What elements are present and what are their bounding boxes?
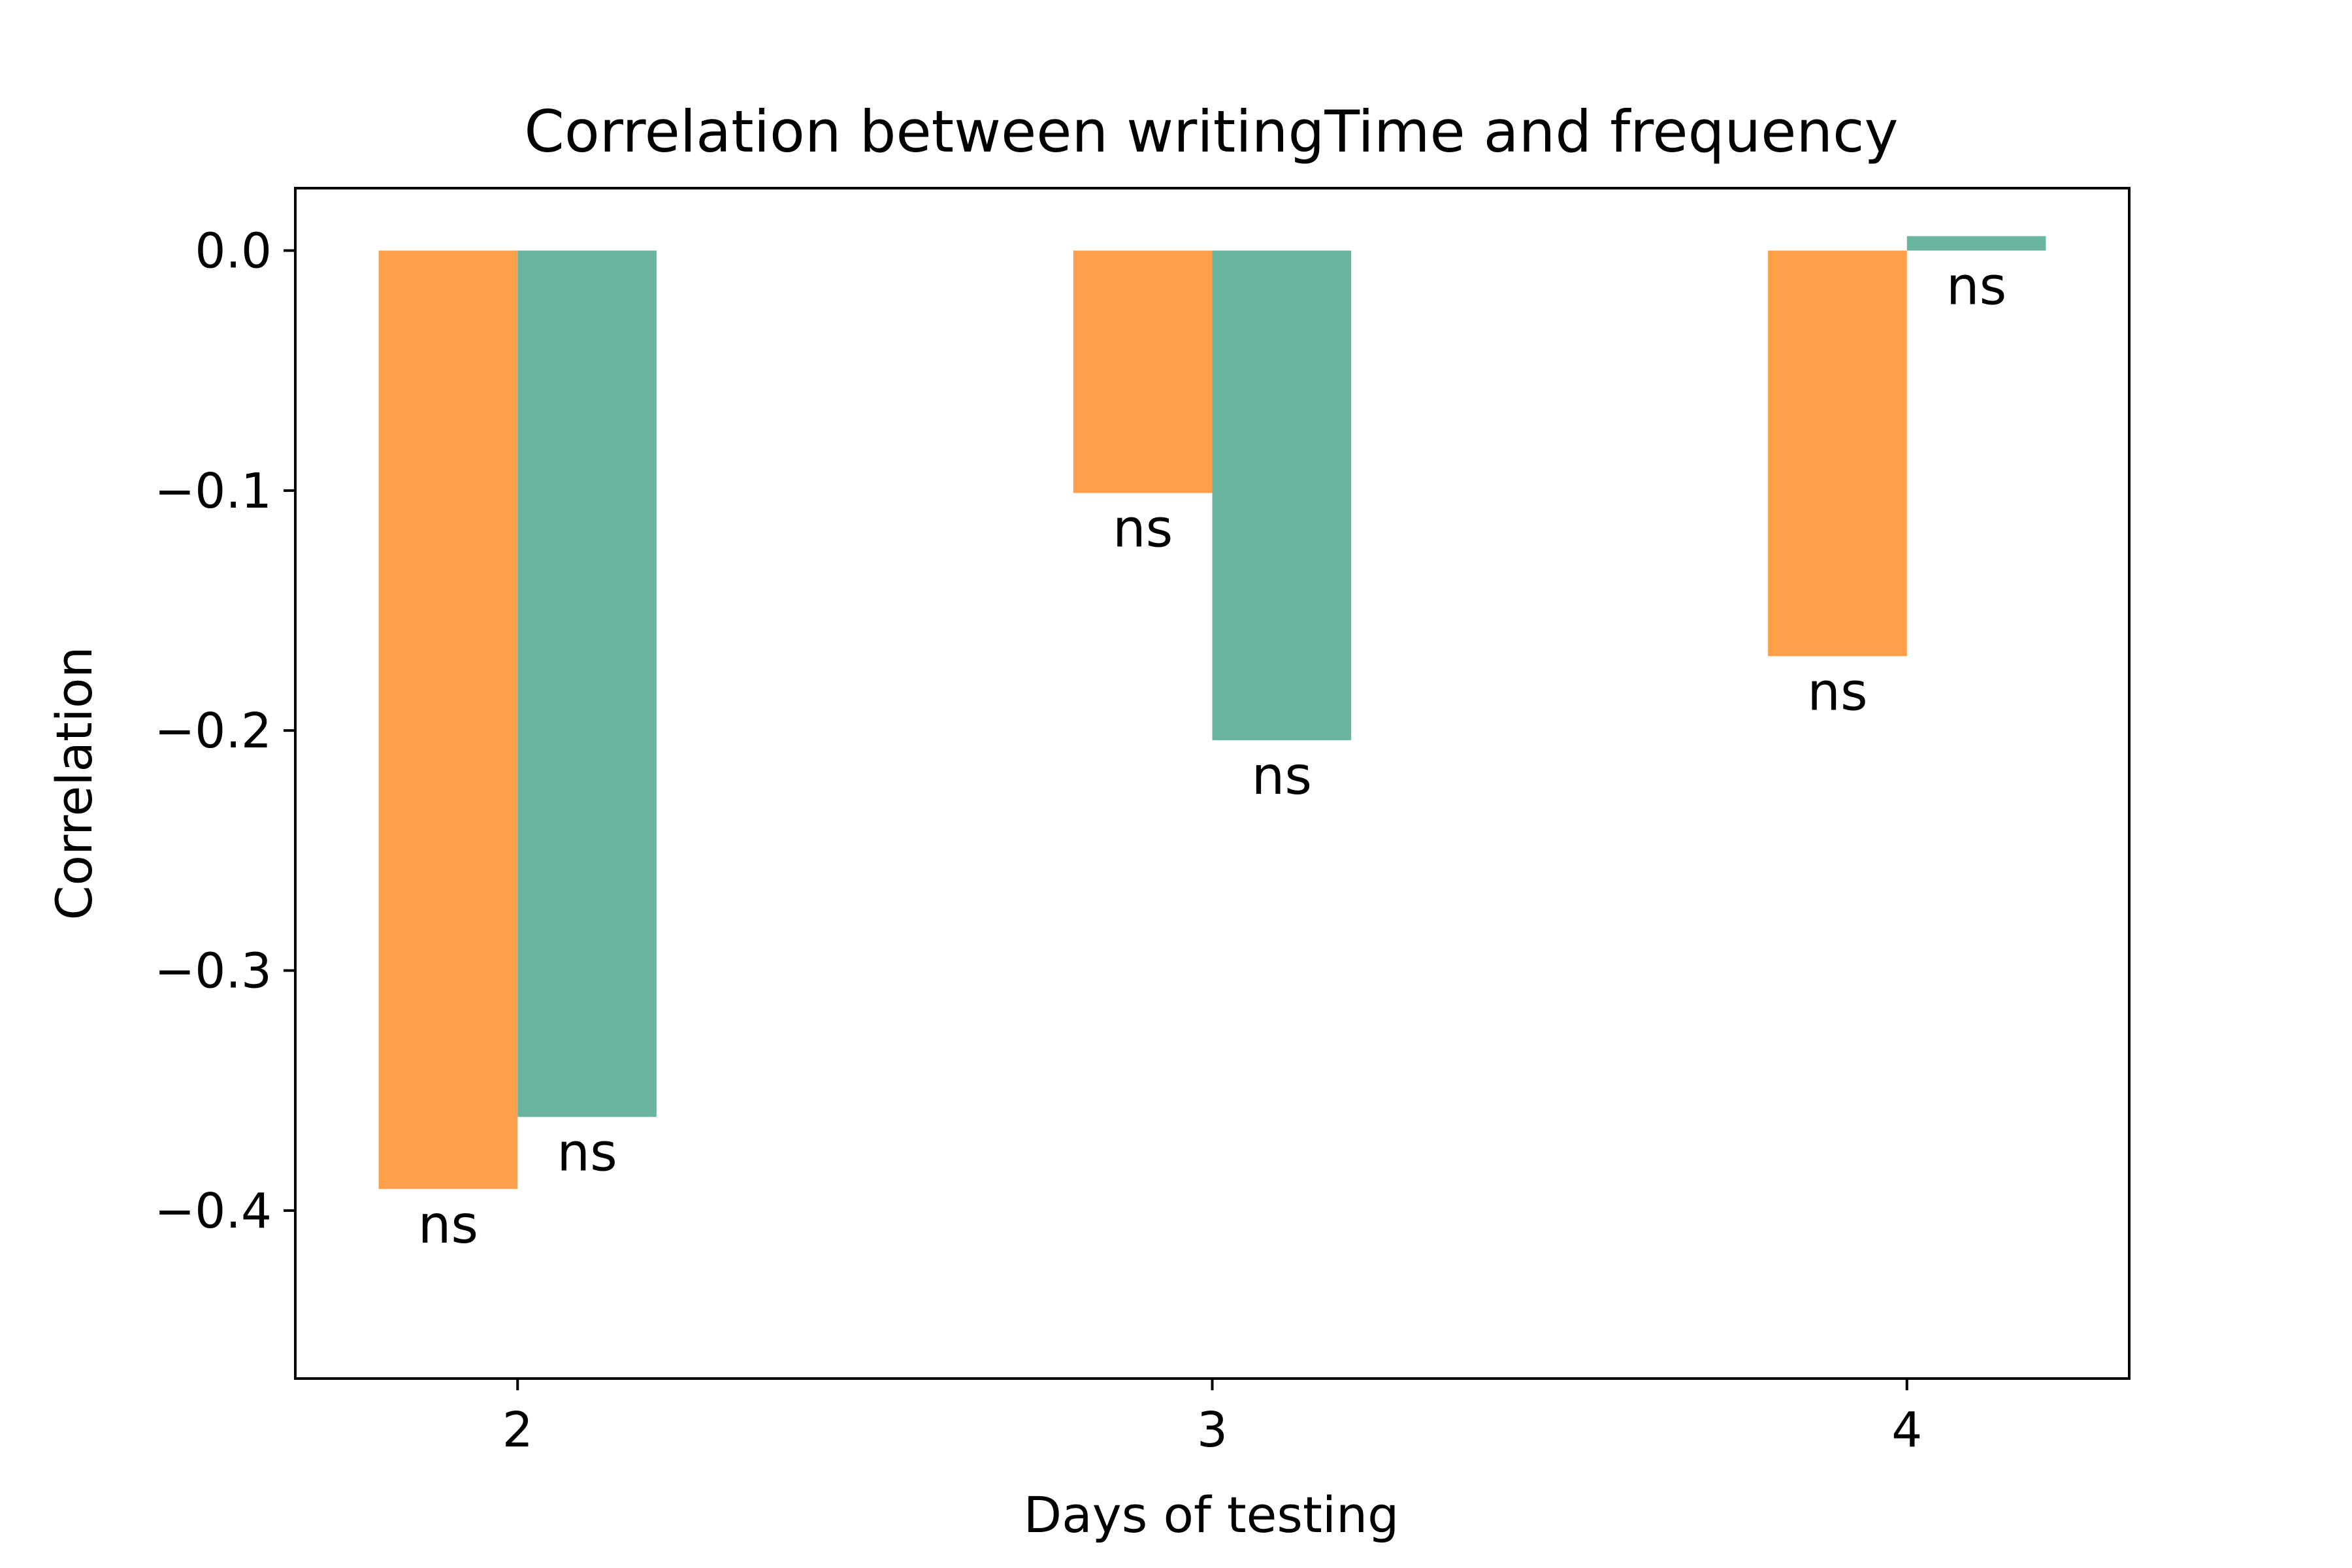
y-tick-label: −0.2 — [154, 703, 272, 759]
x-axis: 2 3 4 — [502, 1379, 1922, 1458]
y-tick-label: −0.4 — [154, 1183, 272, 1239]
bar-label-s2-day-4: ns — [1946, 256, 2006, 317]
bars-layer — [378, 236, 2046, 1189]
bar-label-s1-day-4: ns — [1807, 661, 1867, 722]
bar-label-s1-day-3: ns — [1113, 498, 1173, 559]
bar-s1-day-3 — [1073, 250, 1213, 493]
bar-s2-day-2 — [517, 250, 657, 1117]
x-tick-label: 3 — [1197, 1402, 1228, 1458]
bar-label-s2-day-2: ns — [557, 1122, 617, 1183]
y-axis-label: Correlation — [45, 646, 103, 920]
x-tick-label: 4 — [1891, 1402, 1922, 1458]
bar-s1-day-2 — [378, 250, 518, 1189]
y-axis: 0.0 −0.1 −0.2 −0.3 −0.4 — [154, 223, 295, 1239]
y-tick-label: 0.0 — [195, 223, 272, 280]
y-tick-label: −0.3 — [154, 943, 272, 1000]
chart-title: Correlation between writingTime and freq… — [524, 98, 1898, 165]
bar-label-s2-day-3: ns — [1252, 745, 1312, 806]
y-tick-label: −0.1 — [154, 463, 272, 519]
bar-label-s1-day-2: ns — [418, 1194, 478, 1255]
bar-s2-day-4 — [1906, 236, 2046, 251]
bar-labels-layer: ns ns ns ns ns ns — [418, 256, 2007, 1255]
x-axis-label: Days of testing — [1024, 1486, 1399, 1544]
bar-s1-day-4 — [1768, 250, 1907, 657]
x-tick-label: 2 — [502, 1402, 533, 1458]
bar-s2-day-3 — [1212, 250, 1352, 740]
